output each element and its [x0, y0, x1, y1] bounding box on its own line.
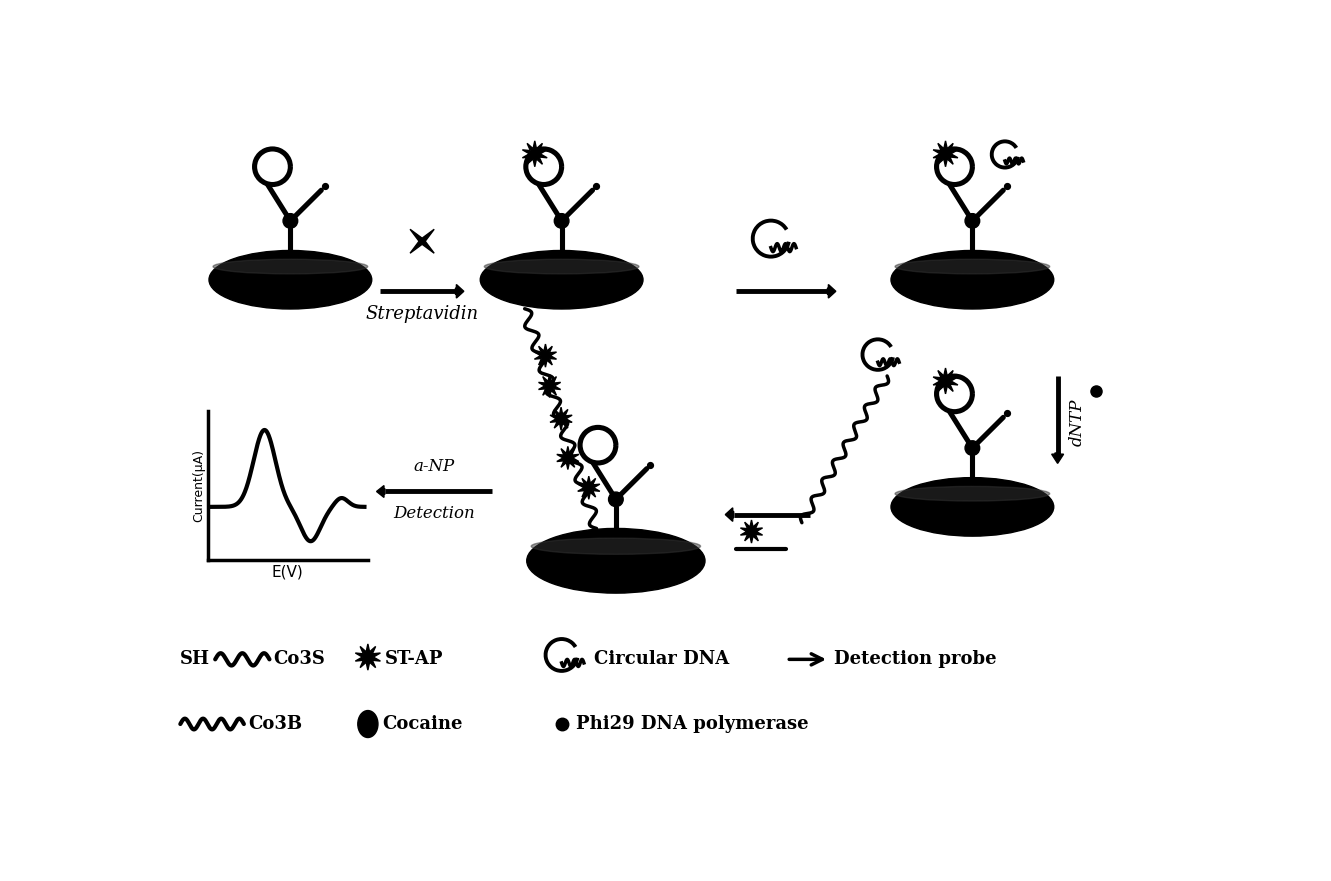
Ellipse shape — [209, 250, 371, 309]
Text: a-NP: a-NP — [413, 457, 454, 475]
Text: Streptavidin: Streptavidin — [366, 305, 479, 323]
Text: Circular DNA: Circular DNA — [594, 650, 729, 669]
Polygon shape — [578, 476, 600, 500]
Circle shape — [965, 213, 980, 228]
Text: Detection probe: Detection probe — [835, 650, 997, 669]
Circle shape — [554, 213, 568, 228]
Polygon shape — [535, 344, 556, 367]
Polygon shape — [539, 374, 560, 397]
Ellipse shape — [890, 478, 1054, 537]
Polygon shape — [933, 368, 958, 394]
FancyArrow shape — [455, 285, 463, 298]
Text: Co3S: Co3S — [273, 650, 325, 669]
Text: Co3B: Co3B — [249, 715, 302, 733]
Text: dNTP: dNTP — [1069, 398, 1086, 446]
Ellipse shape — [890, 250, 1054, 309]
Circle shape — [284, 213, 298, 228]
Ellipse shape — [484, 259, 639, 274]
Text: Detection: Detection — [393, 506, 475, 522]
FancyArrow shape — [377, 485, 385, 498]
Circle shape — [965, 440, 980, 455]
FancyArrow shape — [725, 507, 733, 522]
Circle shape — [608, 492, 623, 507]
Ellipse shape — [894, 486, 1050, 501]
Polygon shape — [522, 141, 547, 167]
Polygon shape — [550, 407, 572, 430]
Polygon shape — [933, 141, 958, 167]
FancyArrow shape — [1051, 453, 1063, 463]
FancyArrow shape — [828, 285, 836, 298]
Text: Phi29 DNA polymerase: Phi29 DNA polymerase — [575, 715, 808, 733]
Polygon shape — [410, 229, 434, 253]
Ellipse shape — [358, 711, 378, 737]
Ellipse shape — [480, 250, 643, 309]
Text: ST-AP: ST-AP — [385, 650, 443, 669]
Polygon shape — [740, 520, 763, 543]
Ellipse shape — [213, 259, 367, 274]
Ellipse shape — [527, 529, 705, 593]
Polygon shape — [355, 644, 381, 670]
Text: Cocaine: Cocaine — [382, 715, 462, 733]
Polygon shape — [556, 447, 579, 470]
Text: SH: SH — [180, 650, 210, 669]
Ellipse shape — [531, 538, 700, 554]
Ellipse shape — [894, 259, 1050, 274]
